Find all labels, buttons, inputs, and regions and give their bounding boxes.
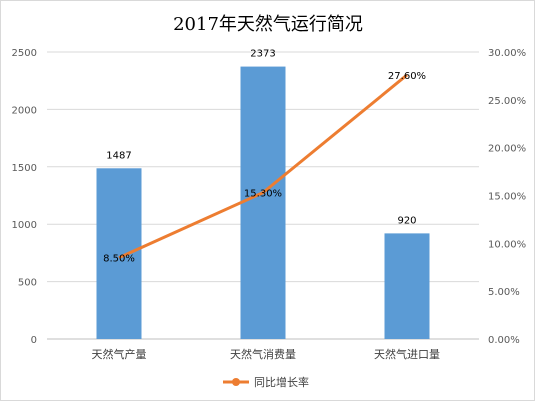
- bar-series: [96, 66, 430, 340]
- bar-data-label: 920: [397, 215, 416, 226]
- bar-data-label: 1487: [106, 150, 131, 161]
- y-right-tick-label: 0.00%: [488, 335, 520, 346]
- x-tick-label: 天然气产量: [92, 347, 147, 361]
- growth-line: [118, 73, 408, 260]
- line-data-label: 8.50%: [103, 254, 135, 265]
- y-right-tick-label: 25.00%: [488, 96, 526, 107]
- y-left-tick-label: 2000: [12, 105, 37, 116]
- bar: [96, 168, 142, 339]
- y-right-tick-label: 20.00%: [488, 144, 526, 155]
- y-right-tick-label: 30.00%: [488, 48, 526, 59]
- line-data-label: 15.30%: [244, 189, 282, 200]
- x-tick-label: 天然气进口量: [374, 347, 440, 361]
- y-left-tick-label: 1000: [12, 220, 37, 231]
- y-right-tick-label: 5.00%: [488, 287, 520, 298]
- y-left-tick-label: 1500: [12, 163, 37, 174]
- chart-title: 2017年天然气运行简况: [173, 14, 363, 35]
- y-left-tick-label: 0: [31, 335, 37, 346]
- y-right-tick-label: 15.00%: [488, 192, 526, 203]
- bar: [240, 66, 286, 340]
- bar: [384, 233, 430, 339]
- y-right-tick-label: 10.00%: [488, 239, 526, 250]
- y-left-tick-label: 2500: [12, 48, 37, 59]
- bar-data-label: 2373: [250, 49, 275, 60]
- x-tick-label: 天然气消费量: [230, 347, 296, 361]
- line-data-label: 27.60%: [388, 71, 426, 82]
- legend: 同比增长率: [223, 375, 309, 389]
- data-labels: 1487 2373 920 8.50% 15.30% 27.60%: [103, 49, 426, 265]
- y-left-tick-label: 500: [18, 278, 37, 289]
- legend-marker: [232, 378, 240, 386]
- axes: 0 500 1000 1500 2000 2500 0.00% 5.00% 10.00% 15.0…: [12, 48, 527, 361]
- legend-label: 同比增长率: [254, 375, 309, 389]
- line-series: [118, 73, 408, 260]
